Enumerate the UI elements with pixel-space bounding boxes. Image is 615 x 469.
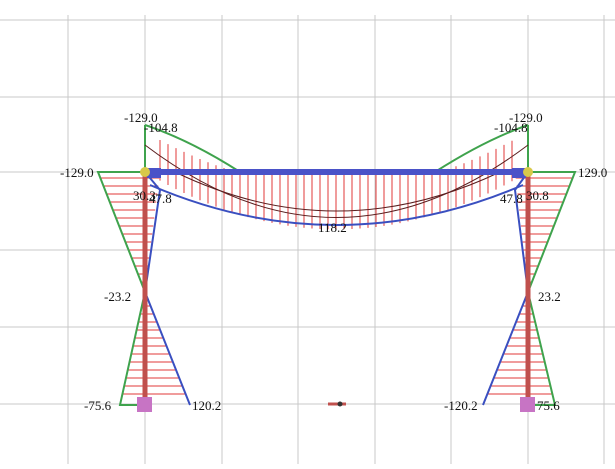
right-joint-node-icon[interactable]	[523, 167, 533, 177]
envelope-outlines	[96, 124, 577, 406]
label-beam-midspan: 118.2	[318, 220, 347, 235]
right-column-min-envelope	[526, 125, 577, 406]
label-left-col-top-2: -104.8	[144, 120, 178, 135]
label-right-col-mid-b: 30.8	[526, 188, 549, 203]
label-right-base-max: 75.6	[537, 398, 560, 413]
label-right-col-mid-a: 47.8	[500, 191, 523, 206]
pan-cursor-dot-icon	[337, 401, 343, 407]
beam-right-hogging-envelope	[434, 124, 529, 173]
beam-sagging-envelope	[149, 184, 524, 226]
label-left-col-mid-a: 30.3	[133, 188, 156, 203]
label-right-col-inflection: 23.2	[538, 289, 561, 304]
label-left-base-max: 120.2	[192, 398, 221, 413]
label-left-col-top-neg: -129.0	[124, 110, 158, 125]
background-grid	[0, 15, 615, 464]
beam-left-hogging-envelope	[144, 124, 241, 173]
label-right-col-top-neg: -129.0	[509, 110, 543, 125]
moment-hatching	[100, 140, 573, 395]
frame-members	[142, 168, 531, 405]
label-left-col-mid-b: 47.8	[149, 191, 172, 206]
right-beam-end-block	[512, 168, 526, 178]
label-right-base-min: -120.2	[444, 398, 478, 413]
label-right-col-top-2: -104.8	[494, 120, 528, 135]
right-fixed-support-icon[interactable]	[520, 397, 535, 412]
value-labels: -129.0 -104.8 -129.0 30.3 47.8 -23.2 -75…	[60, 110, 607, 413]
label-left-base-min: -75.6	[84, 398, 112, 413]
left-column-max-envelope	[143, 171, 191, 406]
left-beam-end-block	[147, 168, 161, 178]
left-fixed-support-icon[interactable]	[137, 397, 152, 412]
label-left-beam-end: -129.0	[60, 165, 94, 180]
beam-inner-curve-b	[174, 171, 501, 212]
nodes	[137, 167, 535, 412]
right-column-max-envelope	[482, 171, 530, 406]
left-column-min-envelope	[96, 125, 147, 406]
label-left-col-inflection: -23.2	[104, 289, 131, 304]
label-right-beam-end: 129.0	[578, 165, 607, 180]
left-joint-node-icon[interactable]	[140, 167, 150, 177]
beam-inner-curve-a	[144, 144, 529, 218]
